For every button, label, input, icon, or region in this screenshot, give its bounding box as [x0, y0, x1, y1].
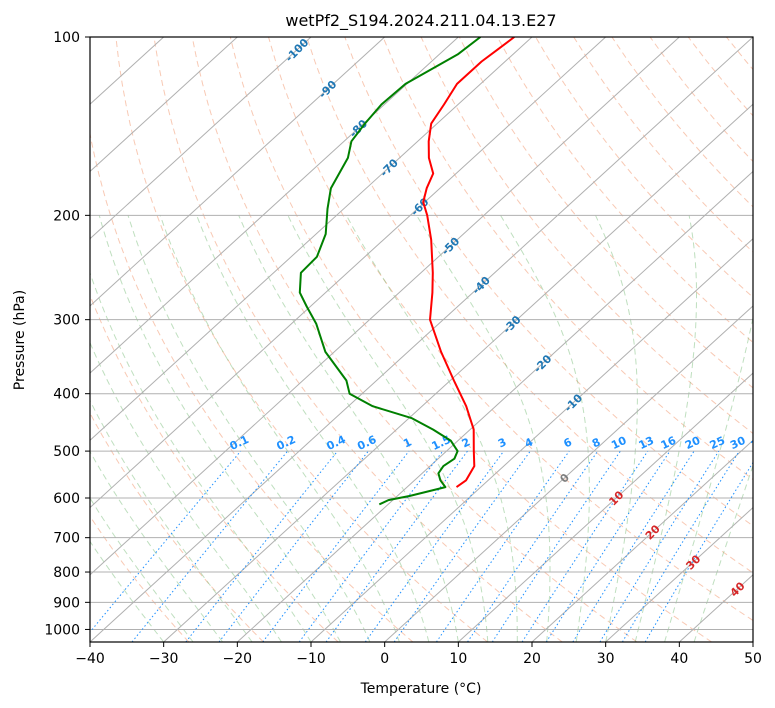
x-tick-label: 30 [597, 651, 615, 667]
isotherm-line [90, 37, 312, 240]
y-tick-label: 900 [53, 595, 80, 611]
dry-adiabat [90, 412, 264, 642]
moist-adiabat [90, 341, 282, 642]
dry-adiabat [535, 37, 753, 298]
mixing-ratio-label: 30 [728, 434, 748, 452]
x-tick-label: 10 [449, 651, 467, 667]
mixing-ratio-line [298, 450, 444, 642]
isotherm-line [90, 37, 386, 307]
y-tick-label: 700 [53, 531, 80, 547]
moist-adiabat [90, 497, 194, 642]
dry-adiabat [115, 37, 488, 642]
mixing-ratio-lines [90, 450, 753, 642]
moist-adiabat [416, 215, 551, 642]
mixing-ratio-line [364, 450, 505, 642]
x-tick-label: 20 [523, 651, 541, 667]
isotherm-line [90, 37, 238, 173]
isotherm-line [457, 372, 753, 642]
gridlines [90, 37, 753, 630]
dry-adiabat [153, 37, 563, 642]
x-axis-label: Temperature (°C) [360, 681, 482, 697]
isotherm-line [531, 439, 753, 642]
skewed-isotherms [90, 37, 753, 642]
mixing-ratio-line [467, 450, 599, 642]
moist-adiabat [595, 215, 638, 642]
x-tick-label: −40 [75, 651, 105, 667]
dry-adiabat [382, 37, 753, 481]
isotherm-line [90, 37, 607, 509]
plot-frame [89, 36, 754, 643]
isotherm-line [90, 37, 680, 576]
mixing-ratio-line [90, 450, 242, 633]
moist-adiabat [90, 399, 253, 642]
x-tick-label: 0 [380, 651, 389, 667]
mixing-ratio-line [491, 450, 621, 642]
plot-area: 0.10.20.40.611.52346810131620253036 -100… [90, 37, 769, 642]
mixing-ratio-label: 36 [749, 434, 769, 452]
moist-adiabat [693, 464, 753, 642]
isotherm-line [605, 506, 753, 642]
moist-adiabats [90, 215, 753, 642]
y-axis-label: Pressure (hPa) [12, 290, 28, 390]
dewpoint-profile [298, 37, 482, 506]
moist-adiabat [500, 215, 590, 642]
chart-title: wetPf2_S194.2024.211.04.13.E27 [285, 11, 556, 31]
isotherm-line [310, 237, 753, 642]
dry-adiabat [306, 37, 753, 574]
moist-adiabat [90, 450, 224, 642]
moist-adiabat [238, 215, 459, 642]
mixing-ratio-line [185, 450, 338, 642]
mixing-ratio-label: 20 [683, 434, 703, 452]
moist-adiabat [98, 215, 341, 642]
mixing-ratio-label: 25 [708, 434, 727, 452]
isotherm-line [163, 103, 753, 642]
x-tick-label: −30 [149, 651, 179, 667]
moist-adiabat [345, 215, 518, 642]
y-tick-label: 800 [53, 565, 80, 581]
mixing-ratio-line [325, 450, 468, 642]
mixing-ratio-line [572, 450, 695, 642]
y-tick-label: 100 [53, 30, 80, 46]
x-tick-label: 40 [670, 651, 688, 667]
axes: −40 −30 −20 −10 0 10 20 30 40 50 1000 900 800 700 600 5… [44, 30, 762, 667]
moist-adiabat [159, 215, 400, 642]
moist-adiabat [196, 215, 430, 642]
mixing-ratio-line [435, 450, 570, 642]
moist-adiabat [634, 215, 697, 642]
mixing-ratio-label: 13 [637, 434, 656, 452]
x-tick-label: −10 [296, 651, 326, 667]
y-tick-label: 600 [53, 491, 80, 507]
y-tick-label: 500 [53, 444, 80, 460]
mixing-ratio-label: 16 [659, 434, 679, 452]
x-tick-label: 50 [744, 651, 762, 667]
isotherm-line [236, 170, 753, 642]
isotherm-line [90, 37, 753, 642]
isotherm-line [90, 37, 533, 442]
mixing-ratio-line [131, 450, 288, 642]
mixing-ratio-line [262, 450, 410, 642]
isotherm-line [90, 37, 459, 374]
dry-adiabat [496, 37, 753, 344]
y-tick-label: 1000 [44, 622, 80, 638]
y-tick-label: 400 [53, 387, 80, 403]
moist-adiabat [90, 271, 312, 642]
mixing-ratio-line [545, 450, 671, 642]
mixing-ratio-line [621, 450, 740, 642]
mixing-ratio-label: 10 [609, 434, 629, 452]
x-tick-label: −20 [223, 651, 253, 667]
dry-adiabat [90, 515, 190, 642]
isotherm-line [384, 305, 753, 642]
y-tick-label: 300 [53, 313, 80, 329]
y-tick-label: 200 [53, 208, 80, 224]
mixing-ratio-line [393, 450, 531, 642]
dry-adiabat [90, 131, 414, 642]
profiles [298, 37, 515, 506]
temperature-profile [422, 37, 515, 488]
mixing-ratio-line [521, 450, 649, 642]
